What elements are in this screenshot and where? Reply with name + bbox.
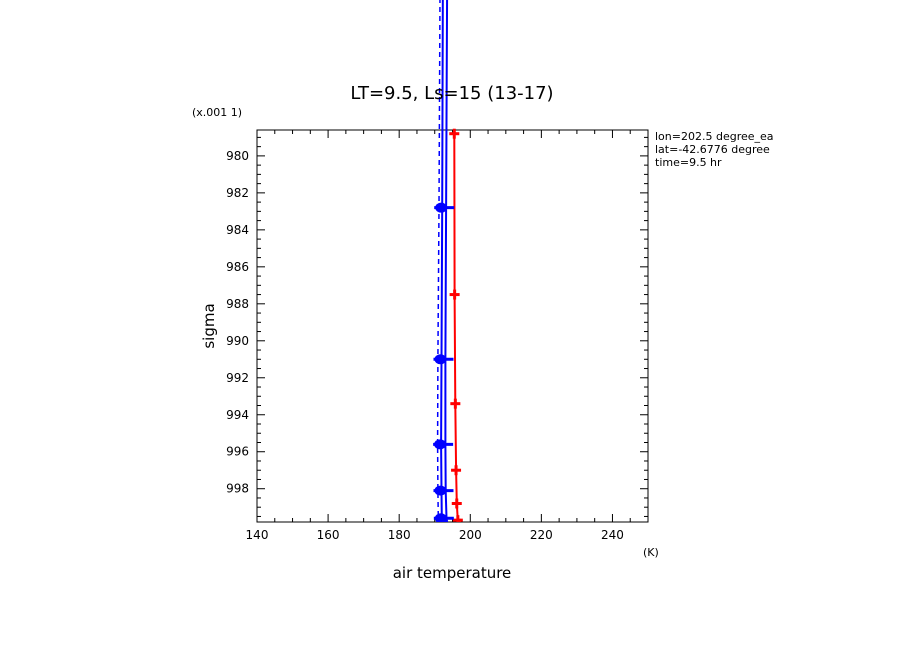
series-3-point	[433, 439, 454, 450]
series-0-point	[449, 289, 460, 300]
series-3-point	[433, 354, 454, 365]
series-0-point	[452, 515, 463, 522]
y-tick-label: 998	[226, 482, 249, 496]
y-tick-label: 986	[226, 260, 249, 274]
chart-title: LT=9.5, Ls=15 (13-17)	[350, 83, 553, 104]
series-0-point	[451, 465, 462, 476]
y-tick-label: 990	[226, 334, 249, 348]
series-3-point	[435, 518, 448, 522]
y-axis-label: sigma	[200, 303, 218, 348]
dot-marker	[435, 518, 448, 522]
x-tick-label: 200	[459, 528, 482, 542]
annotation-lon: lon=202.5 degree_ea	[655, 130, 774, 143]
y-tick-label: 982	[226, 186, 249, 200]
y-tick-label: 996	[226, 445, 249, 459]
x-tick-label: 240	[601, 528, 624, 542]
series-0-point	[449, 128, 460, 139]
annotation-time: time=9.5 hr	[655, 156, 722, 169]
x-tick-label: 160	[317, 528, 340, 542]
y-scale-label: (x.001 1)	[192, 106, 242, 119]
y-tick-label: 994	[226, 408, 249, 422]
series-3-point	[434, 202, 455, 213]
series-0-point	[458, 518, 462, 522]
annotation-lat: lat=-42.6776 degree	[655, 143, 770, 156]
series-0-point	[450, 398, 461, 409]
y-tick-label: 980	[226, 149, 249, 163]
x-tick-label: 180	[388, 528, 411, 542]
x-unit-label: (K)	[643, 546, 659, 559]
x-axis-label: air temperature	[393, 564, 512, 582]
series-0-point	[451, 498, 462, 509]
y-tick-label: 988	[226, 297, 249, 311]
y-tick-label: 984	[226, 223, 249, 237]
series-3-point	[433, 485, 454, 496]
y-tick-label: 992	[226, 371, 249, 385]
x-tick-label: 140	[246, 528, 269, 542]
plot-frame	[256, 129, 649, 523]
x-tick-label: 220	[530, 528, 553, 542]
